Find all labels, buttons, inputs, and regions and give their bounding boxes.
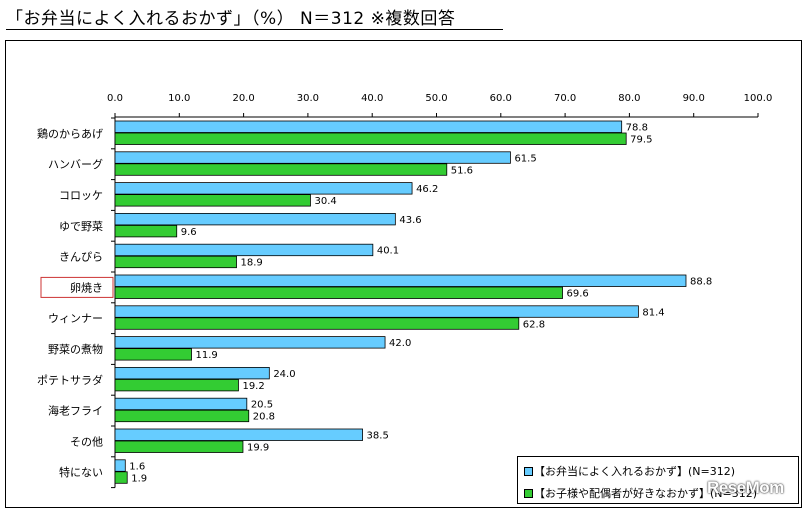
bar-series-1 xyxy=(114,336,386,349)
bar-series-2 xyxy=(114,224,178,238)
category-label: ポテトサラダ xyxy=(37,373,103,387)
chart-frame xyxy=(5,40,802,508)
category-label: ハンバーグ xyxy=(48,157,103,171)
data-label-series-2: 62.8 xyxy=(523,319,545,330)
bar-series-1 xyxy=(114,182,413,195)
x-tick-label: 100.0 xyxy=(744,93,773,104)
data-label-series-1: 24.0 xyxy=(273,369,295,380)
x-tick-label: 60.0 xyxy=(490,93,512,104)
x-tick-label: 90.0 xyxy=(683,93,705,104)
data-label-series-1: 46.2 xyxy=(416,184,438,195)
bar-series-1 xyxy=(114,305,639,318)
bar-series-2 xyxy=(114,348,192,361)
legend-label-series-2: 【お子様や配偶者が好きなおかず】(N=312) xyxy=(534,487,758,500)
bar-series-2 xyxy=(114,378,239,392)
legend-swatch-series-2 xyxy=(524,488,533,498)
x-tick-label: 0.0 xyxy=(107,93,123,104)
highlight-box xyxy=(40,276,114,298)
bar-series-2 xyxy=(114,409,250,423)
x-tick-label: 70.0 xyxy=(554,93,576,104)
data-label-series-1: 38.5 xyxy=(367,431,389,442)
legend: 【お弁当によく入れるおかず】(N=312) 【お子様や配偶者が好きなおかず】(N… xyxy=(517,456,799,504)
data-label-series-2: 30.4 xyxy=(314,196,336,207)
bar-series-1 xyxy=(114,120,623,133)
bar-series-1 xyxy=(114,428,363,441)
data-label-series-2: 9.6 xyxy=(181,227,197,238)
bar-series-2 xyxy=(114,317,520,330)
data-label-series-2: 18.9 xyxy=(241,258,263,269)
bar-series-2 xyxy=(114,163,448,176)
data-label-series-2: 1.9 xyxy=(131,473,147,484)
data-label-series-2: 20.8 xyxy=(253,412,275,423)
data-label-series-2: 11.9 xyxy=(196,350,218,361)
legend-label-series-1: 【お弁当によく入れるおかず】(N=312) xyxy=(534,465,736,478)
category-label: コロッケ xyxy=(59,189,103,202)
data-label-series-2: 19.2 xyxy=(242,381,264,392)
bar-series-2 xyxy=(114,132,627,145)
data-label-series-1: 88.8 xyxy=(690,277,712,288)
bar-series-2 xyxy=(114,194,311,207)
bar-series-1 xyxy=(114,151,511,164)
x-tick-label: 40.0 xyxy=(361,93,383,104)
chart-title: 「お弁当によく入れるおかず」（%） N＝312 ※複数回答 xyxy=(6,9,456,29)
bar-series-2 xyxy=(114,440,244,453)
bar-series-1 xyxy=(114,366,270,380)
data-label-series-1: 81.4 xyxy=(642,307,664,318)
bar-series-1 xyxy=(114,397,248,411)
category-label: きんぴら xyxy=(59,251,103,264)
category-label: 海老フライ xyxy=(48,404,103,418)
data-label-series-2: 69.6 xyxy=(567,289,589,300)
bar-series-2 xyxy=(114,255,237,269)
legend-item-series-1: 【お弁当によく入れるおかず】(N=312) xyxy=(524,463,735,479)
category-label: 野菜の煮物 xyxy=(48,342,103,356)
category-label: 特にない xyxy=(59,465,103,479)
data-label-series-1: 20.5 xyxy=(251,400,273,411)
bar-series-1 xyxy=(114,243,374,257)
watermark-logo: ReseMom xyxy=(707,478,784,497)
data-label-series-1: 1.6 xyxy=(129,461,145,472)
category-label: 卵焼き xyxy=(70,281,103,294)
data-label-series-2: 19.9 xyxy=(247,443,269,454)
data-label-series-1: 40.1 xyxy=(377,246,399,257)
x-tick-label: 10.0 xyxy=(168,93,190,104)
legend-swatch-series-1 xyxy=(524,466,533,476)
legend-item-series-2: 【お子様や配偶者が好きなおかず】(N=312) xyxy=(524,485,757,501)
bar-series-2 xyxy=(114,471,128,484)
data-label-series-1: 43.6 xyxy=(399,215,421,226)
category-label: 鶏のからあげ xyxy=(37,126,103,140)
title-underline xyxy=(6,29,503,30)
x-tick-label: 80.0 xyxy=(618,93,640,104)
x-tick-label: 30.0 xyxy=(297,93,319,104)
bar-series-2 xyxy=(114,286,563,299)
data-label-series-1: 78.8 xyxy=(626,123,648,134)
data-label-series-2: 51.6 xyxy=(451,165,473,176)
data-label-series-1: 61.5 xyxy=(514,153,536,164)
category-label: ゆで野菜 xyxy=(59,220,103,233)
x-tick-label: 20.0 xyxy=(232,93,254,104)
x-tick-label: 50.0 xyxy=(425,93,447,104)
category-label: ウィンナー xyxy=(48,312,103,325)
bar-series-1 xyxy=(114,212,396,226)
category-label: その他 xyxy=(70,435,103,448)
data-label-series-2: 79.5 xyxy=(630,135,652,146)
bar-series-1 xyxy=(114,274,687,287)
bar-series-1 xyxy=(114,459,126,472)
data-label-series-1: 42.0 xyxy=(389,338,411,349)
